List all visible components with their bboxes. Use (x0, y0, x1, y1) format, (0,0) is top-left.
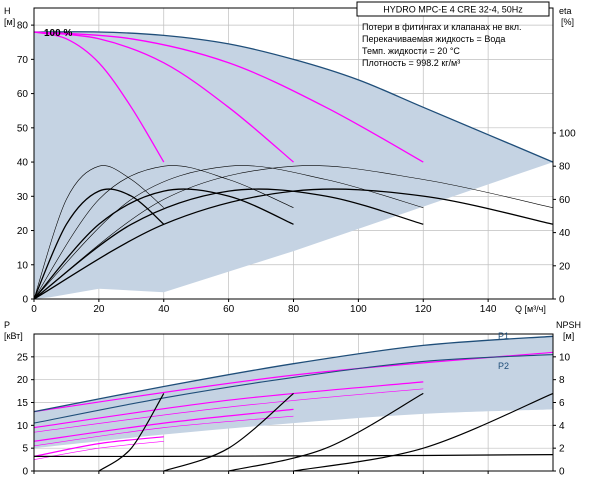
p2-curve (33, 354, 554, 424)
y-tick-label-p: 5 (22, 444, 28, 455)
y-tick-label-npsh: 6 (559, 398, 565, 409)
title-box (356, 1, 550, 17)
eta-total-curve-4 (33, 188, 554, 300)
y-tick-label-h: 40 (17, 158, 29, 169)
power-curve-1 (33, 436, 164, 457)
eta-hydraulic-curve-2 (33, 165, 294, 300)
series-label-p2: P2 (498, 361, 509, 371)
y-tick-label-h: 60 (17, 89, 29, 100)
y-tick-label-p: 25 (17, 352, 29, 363)
x-tick-label: 80 (288, 304, 300, 315)
y-tick-label-eta: 60 (559, 195, 571, 206)
y-tick-label-h: 50 (17, 123, 29, 134)
y-tick-label-h: 70 (17, 55, 29, 66)
y-tick-label-p: 20 (17, 375, 29, 386)
y-tick-label-npsh: 4 (559, 421, 565, 432)
annotation-liquid: Перекачиваемая жидкость = Вода (362, 34, 505, 44)
bottom-chart-plot (33, 335, 554, 472)
annotation-density: Плотность = 998.2 кг/м³ (362, 58, 460, 68)
qh-curve-1 (33, 31, 165, 163)
annotation-fittings: Потери в фитингах и клапанах не вкл. (362, 22, 522, 32)
y-tick-label-eta: 100 (559, 129, 576, 140)
speed-label: 100 % (44, 28, 72, 39)
power-curve-6 (33, 388, 424, 433)
envelope-max-curve (33, 31, 554, 163)
y-tick-label-h: 10 (17, 260, 29, 271)
p-min-curve (33, 454, 554, 458)
x-tick-label: 20 (93, 304, 105, 315)
chart-title: HYDRO MPC-E 4 CRE 32-4, 50Hz (383, 5, 523, 15)
y-tick-label-npsh: 2 (559, 444, 565, 455)
y-axis-label-npsh: NPSH (556, 320, 581, 330)
npsh-curve-4 (293, 392, 554, 472)
operating-envelope-area (34, 31, 553, 299)
power-curve-5 (33, 381, 424, 429)
power-curve-3 (33, 408, 294, 442)
eta-total-curve-2 (33, 188, 294, 300)
top-chart-plot (33, 31, 554, 300)
y-tick-label-h: 20 (17, 226, 29, 237)
npsh-curve-1 (98, 393, 165, 472)
x-tick-label: 120 (415, 304, 432, 315)
bottom-chart-ticks: 0 5 10 15 20 25 0 2 4 6 8 10 (17, 352, 571, 477)
eta-hydraulic-curve-1 (33, 165, 164, 300)
eta-total-curve-3 (33, 188, 424, 300)
y-axis-unit-eta: [%] (561, 17, 574, 27)
y-tick-label-p: 15 (17, 398, 29, 409)
y-tick-label-h: 30 (17, 192, 29, 203)
y-axis-unit-h: [м] (4, 17, 15, 27)
power-curve-4 (33, 415, 294, 447)
y-tick-label-eta: 40 (559, 228, 571, 239)
npsh-curve-3 (228, 392, 424, 472)
annotation-temp: Темп. жидкости = 20 °C (362, 46, 460, 56)
eta-hydraulic-curve-3 (33, 165, 424, 300)
y-tick-label-p: 0 (22, 467, 28, 478)
x-tick-label: 60 (223, 304, 235, 315)
y-tick-label-eta: 20 (559, 261, 571, 272)
y-tick-label-npsh: 10 (559, 352, 571, 363)
y-tick-label-npsh: 8 (559, 375, 565, 386)
y-tick-label-eta: 80 (559, 162, 571, 173)
x-tick-label: 40 (158, 304, 170, 315)
y-axis-unit-p: [кВт] (4, 331, 23, 341)
eta-hydraulic-curve-4 (33, 165, 554, 300)
y-tick-label-h: 80 (17, 21, 29, 32)
y-axis-label-eta: eta (559, 6, 572, 16)
y-axis-unit-npsh: [м] (563, 331, 574, 341)
x-axis-label-q: Q [м³/ч] (515, 304, 546, 314)
x-tick-label: 100 (350, 304, 367, 315)
y-tick-label-h: 0 (22, 295, 28, 306)
y-tick-label-eta: 0 (559, 295, 565, 306)
series-label-p1: P1 (498, 331, 509, 341)
power-envelope-area (34, 336, 553, 449)
top-chart-ticks: 0 20 40 60 80 100 120 140 0 10 20 30 40 50 60 70 80 0 20 40… (17, 21, 576, 315)
x-tick-label: 140 (480, 304, 497, 315)
qh-curve-2 (33, 31, 294, 163)
p1-curve (33, 335, 554, 413)
y-tick-label-npsh: 0 (559, 467, 565, 478)
eta-total-curve-1 (33, 188, 165, 300)
y-axis-label-h: H (4, 6, 11, 16)
x-tick-label: 0 (31, 304, 37, 315)
y-axis-label-p: P (4, 320, 10, 330)
npsh-curve-2 (163, 392, 294, 472)
y-tick-label-p: 10 (17, 421, 29, 432)
qh-curve-3 (33, 31, 424, 163)
